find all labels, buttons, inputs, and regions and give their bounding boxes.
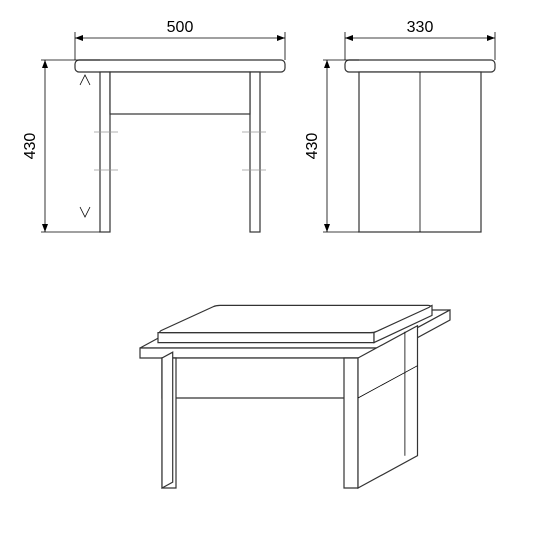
dim-depth: 330 (407, 19, 434, 36)
side-top (345, 60, 495, 72)
front-leg-right (250, 72, 260, 232)
dim-width: 500 (167, 19, 194, 36)
iso-apron (162, 358, 358, 398)
iso-leg-left-side (162, 352, 173, 488)
iso-cushion-front (158, 333, 374, 343)
front-apron (110, 72, 250, 114)
dim-height-right: 430 (304, 133, 321, 160)
technical-drawing: 500 430 330 430 (0, 0, 550, 550)
front-leg-left (100, 72, 110, 232)
iso-leg-right-front (344, 358, 358, 488)
front-top (75, 60, 285, 72)
iso-top-front-edge (140, 348, 380, 358)
dim-height-left: 430 (22, 133, 39, 160)
